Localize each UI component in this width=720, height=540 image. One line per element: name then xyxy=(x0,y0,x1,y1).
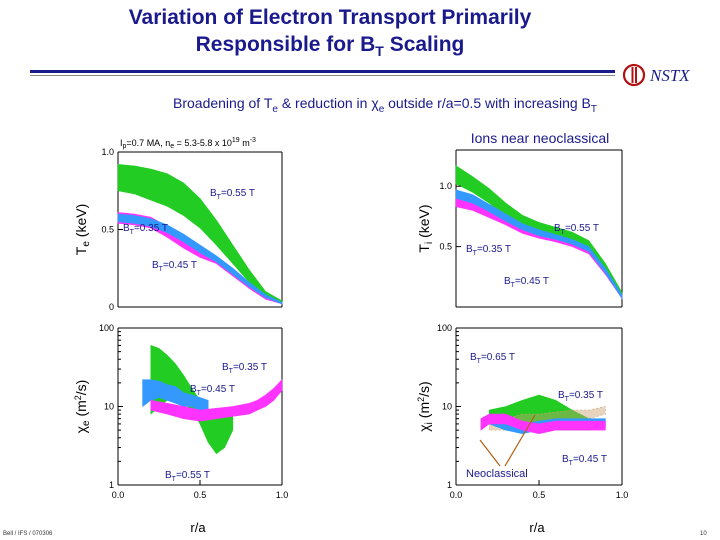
subtitle-c-sub: T xyxy=(590,103,597,115)
chii-y-tick-label: 100 xyxy=(437,323,452,333)
logo-ring-icon xyxy=(622,63,646,87)
chii-neoclassical-arrow xyxy=(479,439,501,467)
chii-x-tick-label: 1.0 xyxy=(616,490,629,500)
te-series-band-2 xyxy=(117,213,283,305)
title-line-2: Responsible for BT Scaling xyxy=(60,31,600,65)
ti-series-label-1: BT=0.35 T xyxy=(466,244,511,257)
ions-note: Ions near neoclassical xyxy=(470,130,610,146)
title-line-2-main: Responsible for B xyxy=(195,33,376,56)
chie-series-band-2 xyxy=(150,378,283,422)
title-line-2-sub: T xyxy=(375,43,384,60)
subtitle-chi-sub: e xyxy=(378,103,385,115)
subtitle: Broadening of Te & reduction in χe outsi… xyxy=(60,95,710,115)
chie-y-tick-label: 10 xyxy=(104,402,114,412)
chii-series-band-3 xyxy=(480,413,606,435)
chie-y-tick-label: 100 xyxy=(99,323,114,333)
chie-y-axis-label: χe (m2/s) xyxy=(73,380,92,434)
footer-credit: Bell / IFS / 070306 xyxy=(3,531,53,537)
chie-x-tick-label: 1.0 xyxy=(276,490,289,500)
logo-bar-icon xyxy=(635,67,637,83)
chie-series-label-1: BT=0.45 T xyxy=(190,384,235,397)
te-series-band-0 xyxy=(117,164,283,305)
chie-series-label-0: BT=0.35 T xyxy=(222,362,267,375)
chii-neoclassical-label: Neoclassical xyxy=(466,468,528,480)
chii-neoclassical-arrow xyxy=(504,414,536,467)
logo-text: NSTX xyxy=(649,66,690,85)
ti-y-tick-label: 1.0 xyxy=(439,181,452,191)
subtitle-a: Broadening of T xyxy=(173,95,273,111)
chie-series-label-2: BT=0.55 T xyxy=(165,470,210,483)
chii-x-tick-label: 0.0 xyxy=(450,490,463,500)
chii-series-label-2: BT=0.45 T xyxy=(562,454,607,467)
te-y-tick-label: 0.5 xyxy=(101,225,114,235)
te-y-tick-label: 0 xyxy=(109,302,114,312)
ti-series-band-2 xyxy=(455,189,623,300)
chii-y-tick-label: 10 xyxy=(442,402,452,412)
chii-y-axis-label: χi (m2/s) xyxy=(416,381,435,431)
slide-title: Variation of Electron Transport Primaril… xyxy=(60,4,600,65)
chii-series-label-1: BT=0.35 T xyxy=(558,390,603,403)
chie-x-axis-label: r/a xyxy=(190,520,206,535)
ti-y-tick-label: 0.5 xyxy=(439,242,452,252)
chii-y-tick-label: 1 xyxy=(447,480,452,490)
subtitle-b: & reduction in xyxy=(277,95,372,111)
subtitle-chi: χ xyxy=(371,95,379,111)
ti-y-axis-label: Ti (keV) xyxy=(416,204,435,252)
page-number: 10 xyxy=(700,531,707,537)
logo-bar-icon xyxy=(631,67,634,83)
title-rule-thin xyxy=(30,75,615,76)
te-annotation: Ip=0.7 MA, ne = 5.3-5.8 x 1019 m-3 xyxy=(120,137,256,150)
title-line-1: Variation of Electron Transport Primaril… xyxy=(128,6,532,29)
ti-series-label-2: BT=0.45 T xyxy=(504,276,549,289)
chii-x-tick-label: 0.5 xyxy=(533,490,546,500)
chie-x-tick-label: 0.5 xyxy=(194,490,207,500)
chii-x-axis-label: r/a xyxy=(529,520,545,535)
title-rule xyxy=(30,70,615,73)
subtitle-c: outside r/a=0.5 with increasing B xyxy=(384,95,591,111)
te-y-tick-label: 1.0 xyxy=(101,147,114,157)
title-line-2-tail: Scaling xyxy=(383,33,465,56)
chie-y-tick-label: 1 xyxy=(109,480,114,490)
te-series-label-1: BT=0.35 T xyxy=(123,223,168,236)
ti-series-label-0: BT=0.55 T xyxy=(554,223,599,236)
nstx-logo: NSTX xyxy=(622,63,690,87)
chii-series-label-0: BT=0.65 T xyxy=(470,352,515,365)
subtitle-a-sub: e xyxy=(272,103,278,115)
te-series-label-2: BT=0.45 T xyxy=(152,260,197,273)
te-y-axis-label: Te (keV) xyxy=(73,204,92,255)
chie-x-tick-label: 0.0 xyxy=(112,490,125,500)
te-series-label-0: BT=0.55 T xyxy=(210,188,255,201)
